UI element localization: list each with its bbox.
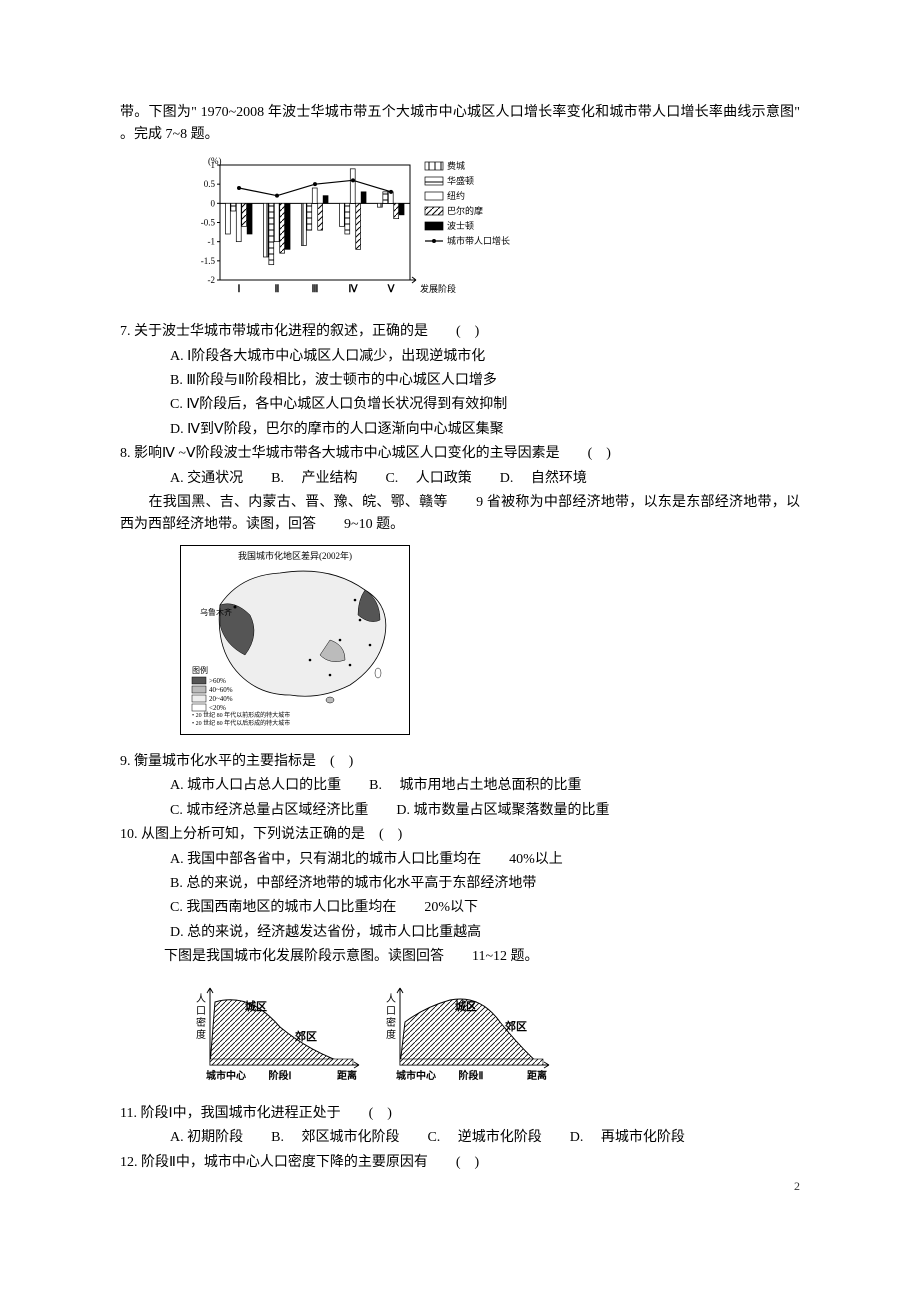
intro-11-12: 下图是我国城市化发展阶段示意图。读图回答 11~12 题。 — [120, 946, 800, 968]
svg-text:20~40%: 20~40% — [209, 695, 233, 703]
svg-text:口: 口 — [196, 1006, 206, 1017]
q7-stem: 7. 关于波士华城市带城市化进程的叙述，正确的是 ( ) — [120, 321, 800, 343]
svg-text:Ⅱ: Ⅱ — [275, 284, 280, 295]
intro-7-8: 带。下图为" 1970~2008 年波士华城市带五个大城市中心城区人口增长率变化… — [120, 102, 800, 147]
svg-text:城区: 城区 — [245, 999, 267, 1013]
svg-text:阶段Ⅰ: 阶段Ⅰ — [269, 1069, 292, 1082]
svg-text:Ⅴ: Ⅴ — [387, 284, 396, 295]
q10-opt-a: A. 我国中部各省中，只有湖北的城市人口比重均在 40%以上 — [120, 849, 800, 871]
q10-opt-b: B. 总的来说，中部经济地带的城市化水平高于东部经济地带 — [120, 873, 800, 895]
page-number: 2 — [794, 1177, 800, 1196]
svg-text:-2: -2 — [208, 275, 216, 285]
q9-line2: C. 城市经济总量占区域经济比重 D. 城市数量占区域聚落数量的比重 — [120, 800, 800, 822]
q7-opt-a: A. Ⅰ阶段各大城市中心城区人口减少，出现逆城市化 — [120, 346, 800, 368]
svg-text:Ⅳ: Ⅳ — [348, 284, 358, 295]
svg-text:-0.5: -0.5 — [201, 217, 216, 227]
svg-text:图例: 图例 — [192, 665, 208, 675]
svg-text:0: 0 — [211, 198, 216, 208]
q11-opts: A. 初期阶段 B. 郊区城市化阶段 C. 逆城市化阶段 D. 再城市化阶段 — [120, 1127, 800, 1149]
svg-text:郊区: 郊区 — [295, 1029, 317, 1043]
q7-opt-c: C. Ⅳ阶段后，各中心城区人口负增长状况得到有效抑制 — [120, 394, 800, 416]
svg-text:-1: -1 — [208, 236, 216, 246]
svg-text:• 20 世纪 80 年代以前形成的特大城市: • 20 世纪 80 年代以前形成的特大城市 — [192, 711, 290, 719]
svg-text:我国城市化地区差异(2002年): 我国城市化地区差异(2002年) — [238, 550, 352, 561]
svg-text:发展阶段: 发展阶段 — [420, 283, 456, 294]
svg-text:0.5: 0.5 — [204, 179, 216, 189]
q11-stem: 11. 阶段Ⅰ中，我国城市化进程正处于 ( ) — [120, 1103, 800, 1125]
svg-text:-1.5: -1.5 — [201, 256, 216, 266]
svg-text:人: 人 — [386, 993, 396, 1005]
svg-text:巴尔的摩: 巴尔的摩 — [447, 205, 483, 216]
svg-text:(%): (%) — [208, 156, 222, 166]
intro-9-10: 在我国黑、吉、内蒙古、晋、豫、皖、鄂、赣等 9 省被称为中部经济地带，以东是东部… — [120, 492, 800, 537]
q9-stem: 9. 衡量城市化水平的主要指标是 ( ) — [120, 751, 800, 773]
svg-text:郊区: 郊区 — [505, 1019, 527, 1033]
svg-text:城市中心: 城市中心 — [396, 1069, 436, 1082]
svg-text:Ⅲ: Ⅲ — [312, 284, 319, 295]
svg-text:度: 度 — [386, 1028, 396, 1041]
svg-text:费城: 费城 — [447, 160, 465, 171]
q8-opts: A. 交通状况 B. 产业结构 C. 人口政策 D. 自然环境 — [120, 468, 800, 490]
svg-text:城市中心: 城市中心 — [206, 1069, 246, 1082]
svg-text:阶段Ⅱ: 阶段Ⅱ — [459, 1069, 484, 1082]
q10-opt-c: C. 我国西南地区的城市人口比重均在 20%以下 — [120, 897, 800, 919]
svg-text:Ⅰ: Ⅰ — [238, 284, 241, 295]
svg-text:人: 人 — [196, 993, 206, 1005]
svg-text:华盛顿: 华盛顿 — [447, 175, 474, 186]
chart-urban-stages: 人口密度城区郊区城市中心阶段Ⅰ距离人口密度城区郊区城市中心阶段Ⅱ距离 — [180, 977, 800, 1095]
svg-text:密: 密 — [196, 1016, 206, 1029]
svg-text:纽约: 纽约 — [447, 190, 465, 201]
svg-text:乌鲁木齐: 乌鲁木齐 — [200, 607, 232, 617]
svg-text:度: 度 — [196, 1028, 206, 1041]
q12-stem: 12. 阶段Ⅱ中，城市中心人口密度下降的主要原因有 ( ) — [120, 1152, 800, 1174]
q8-stem: 8. 影响Ⅳ ~Ⅴ阶段波士华城市带各大城市中心城区人口变化的主导因素是 ( ) — [120, 443, 800, 465]
svg-text:密: 密 — [386, 1016, 396, 1029]
svg-text:城区: 城区 — [455, 999, 477, 1013]
svg-text:距离: 距离 — [337, 1069, 357, 1082]
map-china-urbanization: 我国城市化地区差异(2002年) 乌鲁木齐图例>60%40~60%20~40%<2… — [180, 545, 800, 743]
q10-opt-d: D. 总的来说，经济越发达省份，城市人口比重越高 — [120, 922, 800, 944]
chart-boswash: -2-1.5-1-0.500.51(%)ⅠⅡⅢⅣⅤ发展阶段费城华盛顿纽约巴尔的摩… — [180, 155, 800, 313]
svg-text:波士顿: 波士顿 — [447, 220, 474, 231]
svg-text:城市带人口增长: 城市带人口增长 — [447, 235, 510, 246]
svg-text:口: 口 — [386, 1006, 396, 1017]
q7-opt-d: D. Ⅳ到Ⅴ阶段，巴尔的摩市的人口逐渐向中心城区集聚 — [120, 419, 800, 441]
svg-text:<20%: <20% — [209, 704, 226, 712]
svg-text:>60%: >60% — [209, 677, 226, 685]
svg-text:40~60%: 40~60% — [209, 686, 233, 694]
svg-text:距离: 距离 — [527, 1069, 547, 1082]
q10-stem: 10. 从图上分析可知，下列说法正确的是 ( ) — [120, 824, 800, 846]
q7-opt-b: B. Ⅲ阶段与Ⅱ阶段相比，波士顿市的中心城区人口增多 — [120, 370, 800, 392]
q9-line1: A. 城市人口占总人口的比重 B. 城市用地占土地总面积的比重 — [120, 775, 800, 797]
svg-text:• 20 世纪 80 年代以后形成的特大城市: • 20 世纪 80 年代以后形成的特大城市 — [192, 719, 290, 727]
